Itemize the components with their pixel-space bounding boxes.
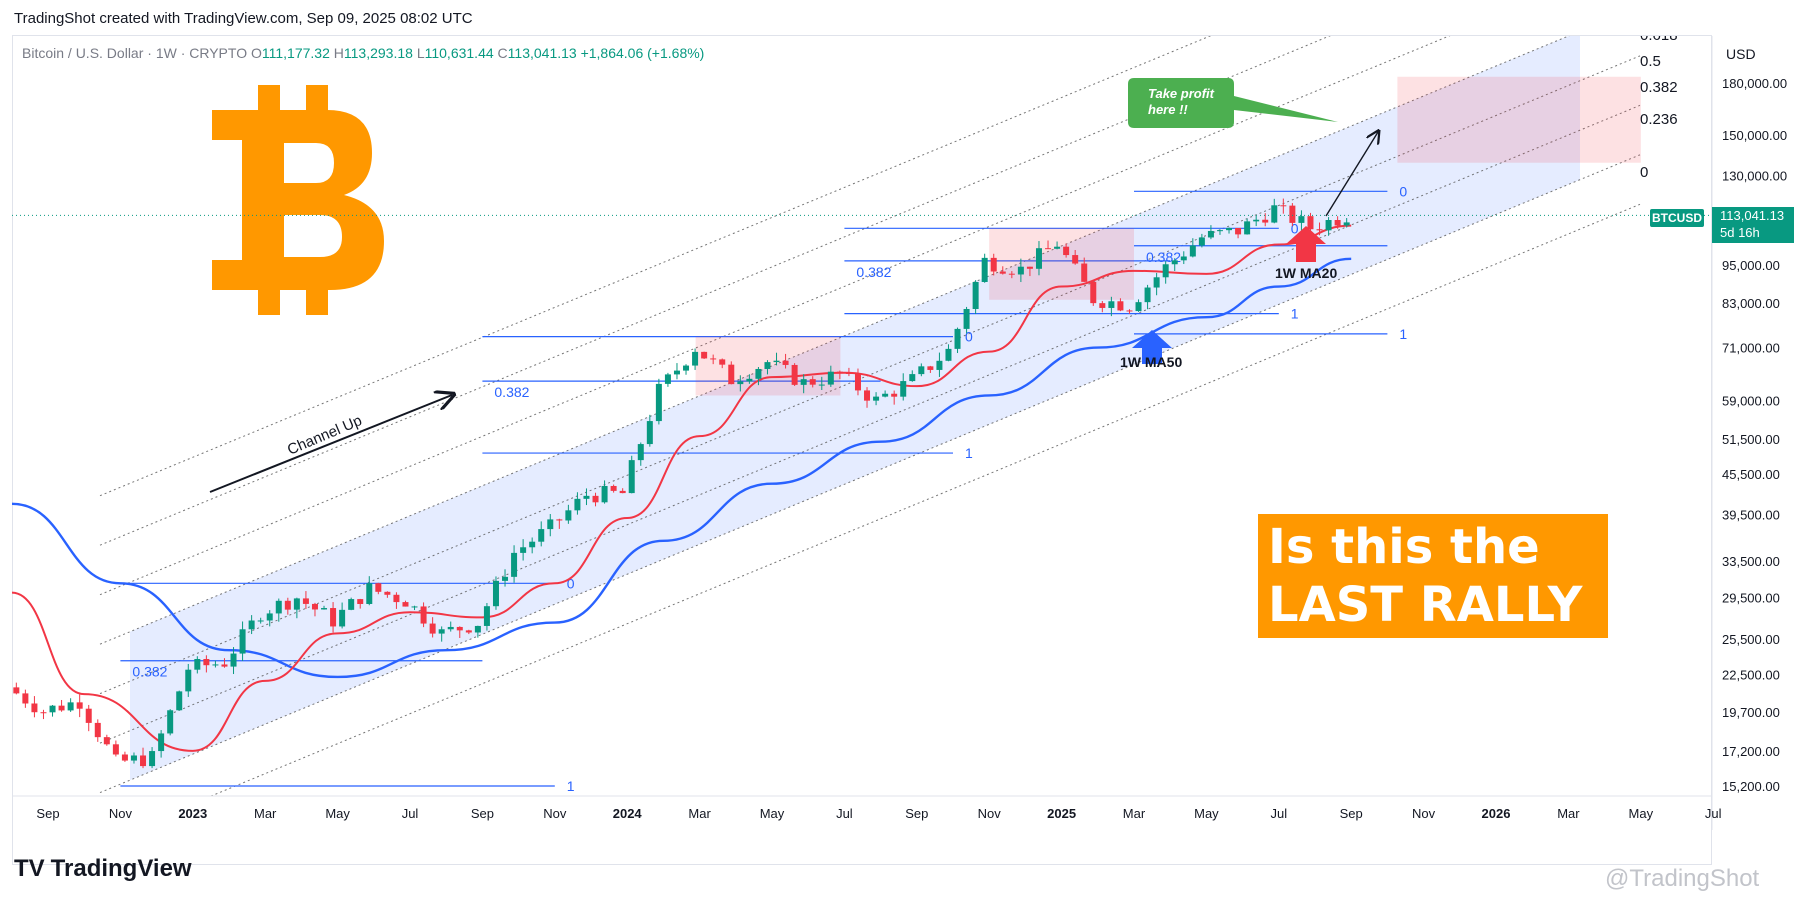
ticker-tag: BTCUSD [1650,209,1704,227]
bar-countdown: 5d 16h [1720,225,1760,240]
callout-line-1: Is this the [1268,519,1540,575]
price-tick-label: 180,000.00 [1722,76,1787,91]
price-tick-label: 29,500.00 [1722,590,1780,605]
chart-header-title: TradingShot created with TradingView.com… [14,10,473,27]
price-tick-label: 25,500.00 [1722,632,1780,647]
price-scale[interactable]: 180,000.00 150,000.00 130,000.00 95,000.00 8… [1711,36,1787,830]
price-tick-label: 17,200.00 [1722,744,1780,759]
price-tick-label: 15,200.00 [1722,779,1780,794]
tradingview-logo[interactable]: TV TradingView [14,855,192,883]
price-tick-label: 130,000.00 [1722,169,1787,184]
tradingview-logo-text: TradingView [50,855,192,882]
tradingview-logo-icon: TV [14,855,45,882]
price-tick-label: 33,500.00 [1722,554,1780,569]
price-tick-label: 45,500.00 [1722,467,1780,482]
price-scale-currency[interactable]: USD [1726,46,1756,62]
price-tick-label: 59,000.00 [1722,393,1780,408]
price-tick-label: 71,000.00 [1722,341,1780,356]
price-tick-label: 83,000.00 [1722,296,1780,311]
price-tick-label: 95,000.00 [1722,258,1780,273]
price-tick-label: 39,500.00 [1722,507,1780,522]
price-tick-label: 150,000.00 [1722,128,1787,143]
price-tick-label: 51,500.00 [1722,432,1780,447]
last-price-value: 113,041.13 [1720,208,1785,223]
last-price-tag: 113,041.13 5d 16h [1712,207,1794,243]
price-tick-label: 19,700.00 [1722,705,1780,720]
price-tick-label: 22,500.00 [1722,667,1780,682]
bitcoin-logo-icon [212,85,384,315]
author-watermark: @TradingShot [1605,865,1760,892]
last-rally-callout: Is this the LAST RALLY ?? [1258,514,1608,691]
callout-line-2: LAST RALLY ?? [1268,577,1583,691]
